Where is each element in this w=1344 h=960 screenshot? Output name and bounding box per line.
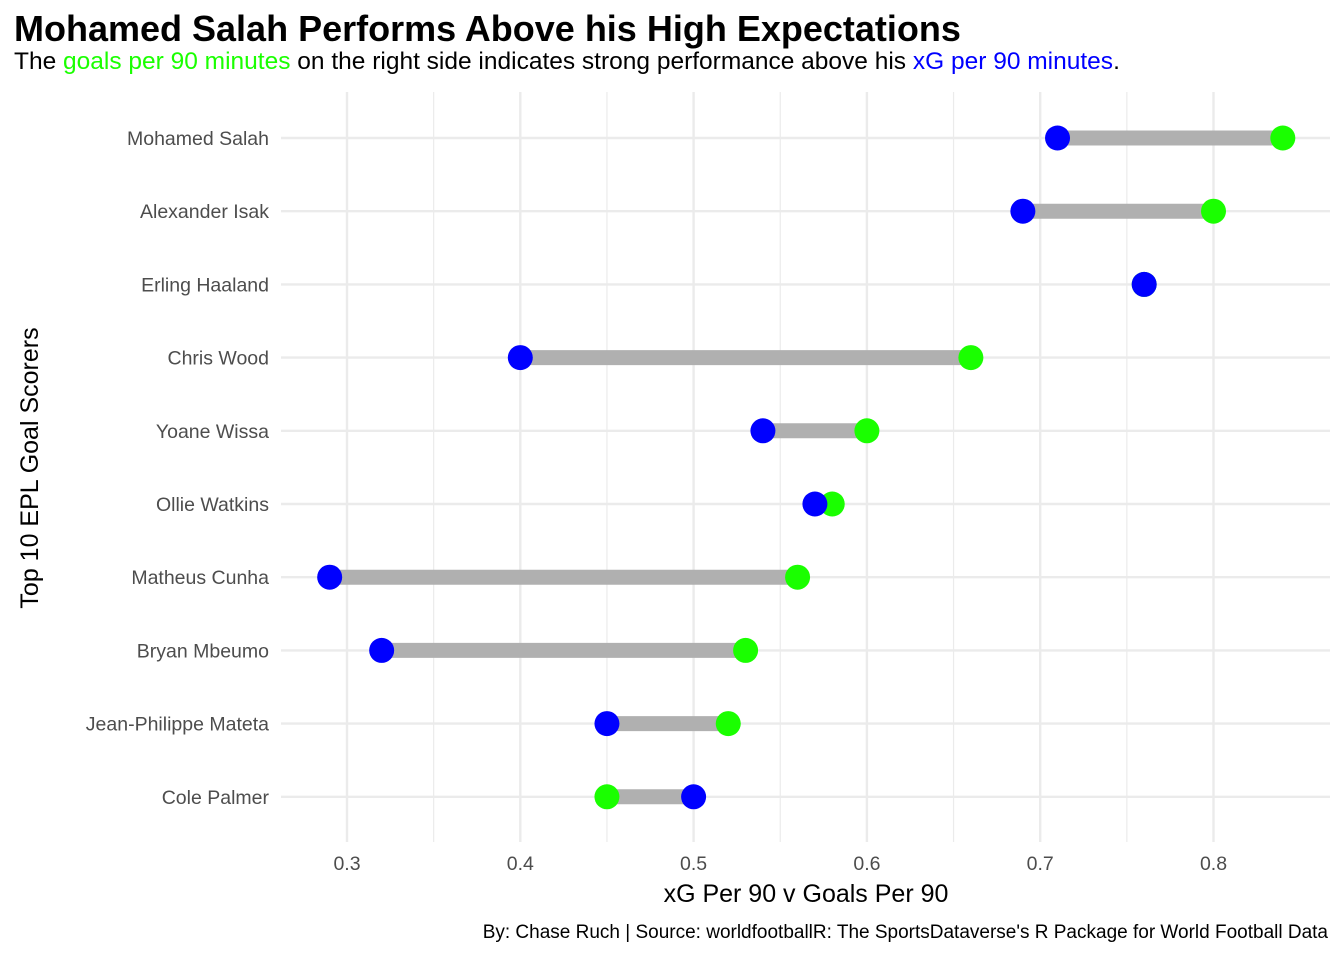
y-tick-label: Matheus Cunha [131,567,269,589]
x-tick-label: 0.4 [507,853,534,875]
subtitle-xg-highlight: xG per 90 minutes [912,48,1114,75]
x-tick-label: 0.6 [853,853,880,875]
chart-subtitle: The goals per 90 minutes on the right si… [14,44,1264,79]
goals-per-90-point [958,345,984,371]
xg-per-90-point [507,345,533,371]
y-axis-label: Top 10 EPL Goal Scorers [16,327,44,608]
y-tick-label: Chris Wood [167,348,269,370]
subtitle-goals-highlight: goals per 90 minutes [63,48,291,75]
goals-per-90-point [1270,125,1296,151]
y-tick-label: Ollie Watkins [156,494,269,516]
y-tick-label: Cole Palmer [162,787,270,809]
subtitle-text-3: . [1113,48,1120,75]
xg-per-90-point [802,491,828,517]
goals-per-90-point [785,564,811,590]
x-tick-label: 0.5 [680,853,707,875]
y-tick-label: Jean-Philippe Mateta [86,714,269,736]
goals-per-90-point [715,711,741,737]
y-tick-label: Mohamed Salah [127,128,269,150]
xg-per-90-point [1010,198,1036,224]
x-tick-label: 0.3 [333,853,360,875]
goals-per-90-point [1201,198,1226,224]
xg-per-90-point [317,564,343,590]
subtitle-text-1: The [14,48,64,75]
y-tick-label: Bryan Mbeumo [137,640,269,662]
goals-per-90-point [854,418,880,444]
goals-per-90-point [594,784,620,810]
subtitle-text-2: on the right side indicates strong perfo… [290,48,913,75]
chart-title: Mohamed Salah Performs Above his High Ex… [14,8,961,49]
xg-per-90-point [1131,271,1157,297]
xg-per-90-point [594,711,620,737]
x-tick-label: 0.7 [1027,853,1054,875]
x-axis-label: xG Per 90 v Goals Per 90 [664,880,949,908]
point-layer [317,125,1296,810]
x-tick-label: 0.8 [1200,853,1227,875]
chart-caption: By: Chase Ruch | Source: worldfootballR:… [482,922,1328,943]
y-tick-label: Alexander Isak [140,201,269,223]
y-tick-label: Erling Haaland [141,274,269,296]
xg-per-90-point [750,418,776,444]
xg-per-90-point [681,784,707,810]
goals-per-90-point [733,637,759,663]
segment-layer [329,130,1283,805]
y-tick-label: Yoane Wissa [156,421,269,443]
label-layer: 0.3 0.4 0.5 0.6 0.7 0.8 Mohamed Salah Alexander… [86,128,1227,875]
xg-per-90-point [1045,125,1071,151]
goals-per-90-point [819,491,845,517]
xg-per-90-point [369,637,395,663]
